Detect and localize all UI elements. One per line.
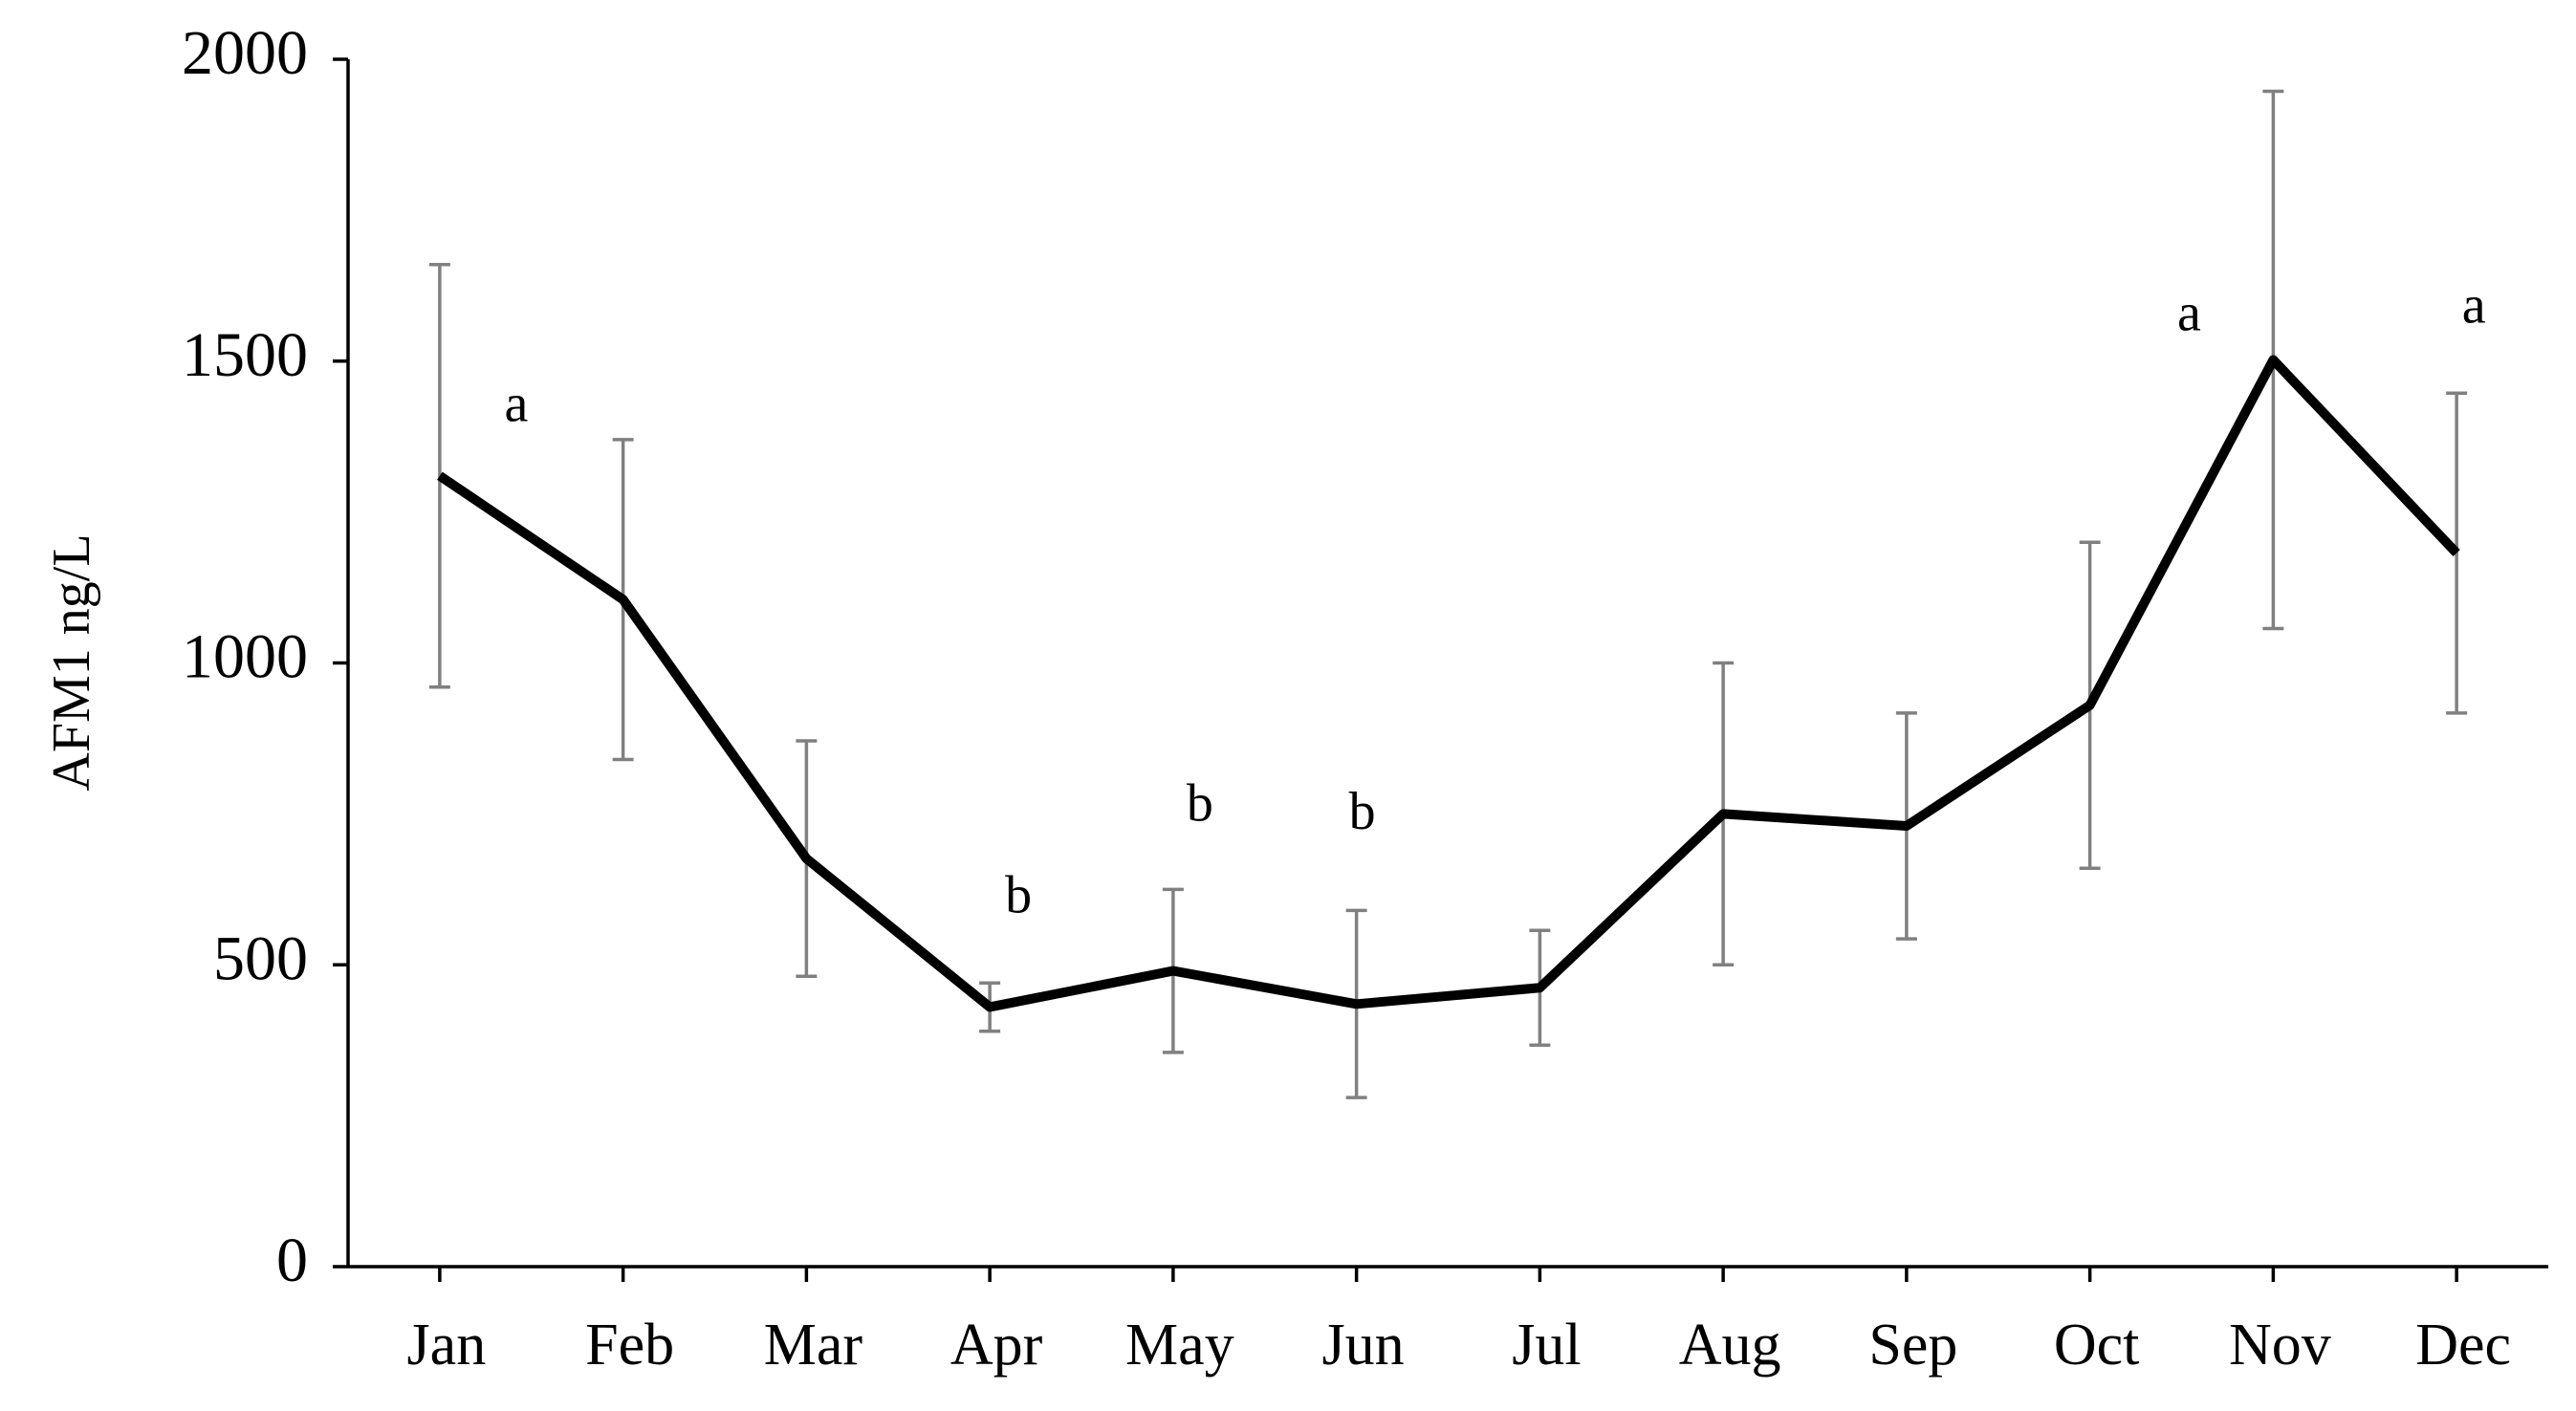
annotation: a (2177, 283, 2201, 342)
x-tick-label: Apr (950, 1313, 1043, 1378)
y-tick-label: 500 (213, 923, 308, 993)
annotation: b (1005, 865, 1032, 924)
annotation: b (1349, 782, 1376, 841)
x-tick-label: Jan (407, 1313, 487, 1378)
annotation: a (2462, 275, 2486, 335)
y-tick-label: 1000 (182, 622, 308, 692)
x-tick-label: Dec (2415, 1313, 2511, 1378)
y-tick-label: 0 (276, 1226, 308, 1295)
x-tick-label: Nov (2229, 1313, 2331, 1378)
x-tick-label: Sep (1868, 1313, 1957, 1378)
x-tick-label: Feb (585, 1313, 674, 1378)
x-tick-label: Jun (1322, 1313, 1405, 1378)
x-tick-label: Oct (2054, 1313, 2140, 1378)
annotation: a (504, 375, 528, 434)
data-line (437, 355, 2460, 1012)
x-tick-label: Jul (1512, 1313, 1581, 1378)
y-tick-label: 1500 (182, 320, 308, 390)
x-tick-label: Aug (1679, 1313, 1781, 1378)
x-tick-label: May (1125, 1313, 1234, 1378)
x-tick-label: Mar (764, 1313, 863, 1378)
y-tick-label: 2000 (182, 18, 308, 88)
annotation: b (1187, 773, 1213, 833)
y-axis-label: AFM1 ng/L (42, 533, 101, 791)
